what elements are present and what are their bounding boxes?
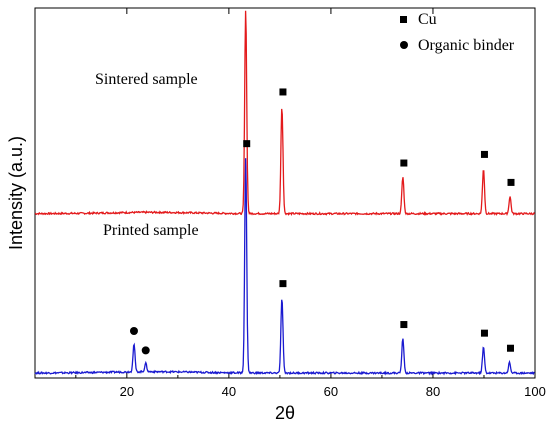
y-axis-title: Intensity (a.u.) [6,136,26,250]
legend: Cu Organic binder [400,11,515,54]
peak-marker-binder-1-0 [129,327,138,336]
peak-marker-cu-1-3 [279,280,287,288]
plot-frame [34,7,536,379]
peak-marker-cu-0-3 [480,150,488,158]
peak-marker-binder-1-1 [141,346,150,355]
series-line-sintered [34,10,536,217]
peak-marker-cu-1-4 [400,321,408,329]
series-line-printed [34,158,535,376]
legend-binder-marker [400,41,408,49]
peak-marker-cu-1-6 [506,344,514,352]
x-tick-label-40: 40 [222,384,236,399]
peak-marker-cu-0-2 [400,159,408,167]
peak-marker-cu-0-1 [279,88,287,96]
peak-marker-cu-1-5 [480,329,488,337]
x-tick-label-60: 60 [324,384,338,399]
legend-binder-label: Organic binder [418,37,515,54]
x-axis-title: 2θ [275,403,295,423]
x-tick-label-100: 100 [524,384,546,399]
x-tick-label-20: 20 [120,384,134,399]
x-ticks: 20 40 60 80 100 [75,8,546,399]
x-tick-label-80: 80 [426,384,440,399]
series-layer [34,10,536,376]
peak-markers [129,88,515,355]
series-label-sintered: Sintered sample [95,71,198,88]
peak-marker-cu-1-2 [243,140,251,148]
series-label-printed: Printed sample [103,222,199,239]
legend-cu-marker [400,16,407,23]
peak-marker-cu-0-4 [507,178,515,186]
legend-cu-label: Cu [418,11,437,28]
